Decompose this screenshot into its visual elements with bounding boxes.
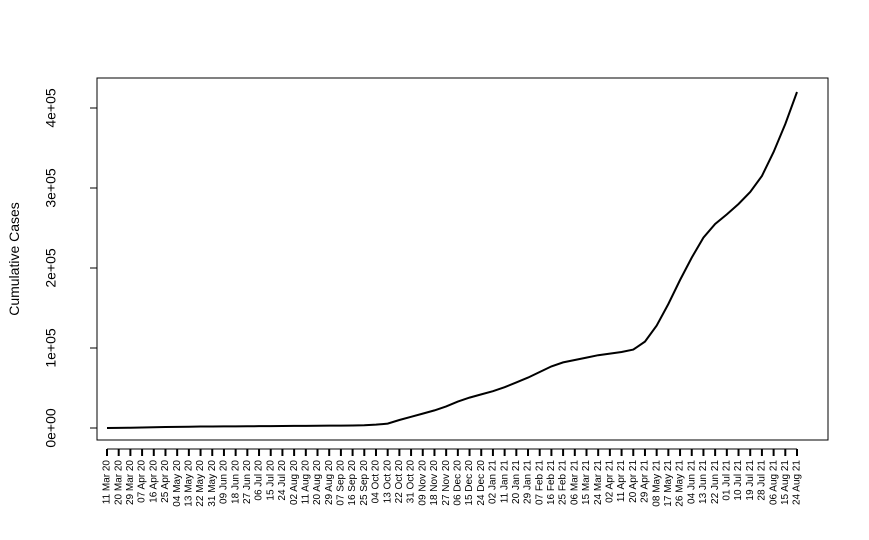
x-tick-label: 19 Jul 21 bbox=[745, 460, 756, 501]
x-tick-label: 06 Mar 21 bbox=[569, 460, 580, 505]
x-tick-label: 04 Jun 21 bbox=[686, 460, 697, 504]
x-tick-label: 18 Jun 20 bbox=[230, 460, 241, 504]
x-tick-label: 01 Jul 21 bbox=[721, 460, 732, 501]
x-tick-label: 20 Aug 20 bbox=[312, 460, 323, 505]
x-tick-label: 24 Mar 21 bbox=[593, 460, 604, 505]
x-tick-label: 22 Jun 21 bbox=[710, 460, 721, 504]
x-tick-label: 28 Jul 21 bbox=[757, 460, 768, 501]
y-tick-label: 2e+05 bbox=[43, 248, 59, 288]
x-tick-label: 31 Oct 20 bbox=[406, 460, 417, 504]
x-tick-label: 31 May 20 bbox=[207, 460, 218, 507]
x-tick-label: 06 Jul 20 bbox=[254, 460, 265, 501]
x-tick-label: 29 Mar 20 bbox=[125, 460, 136, 505]
x-tick-label: 15 Mar 21 bbox=[581, 460, 592, 505]
x-tick-label: 26 May 21 bbox=[675, 460, 686, 507]
y-tick-label: 3e+05 bbox=[43, 168, 59, 208]
x-tick-label: 25 Apr 20 bbox=[160, 460, 171, 503]
x-tick-label: 22 Oct 20 bbox=[394, 460, 405, 504]
x-tick-label: 02 Aug 20 bbox=[289, 460, 300, 505]
x-tick-label: 24 Aug 21 bbox=[792, 460, 803, 505]
x-tick-label: 13 Oct 20 bbox=[382, 460, 393, 504]
x-tick-label: 09 Nov 20 bbox=[417, 460, 428, 506]
x-tick-label: 27 Nov 20 bbox=[441, 460, 452, 506]
x-tick-label: 24 Dec 20 bbox=[476, 460, 487, 506]
x-tick-label: 29 Jan 21 bbox=[523, 460, 534, 504]
x-tick-label: 07 Sep 20 bbox=[336, 460, 347, 506]
x-tick-label: 07 Apr 20 bbox=[137, 460, 148, 503]
y-tick-label: 1e+05 bbox=[43, 328, 59, 368]
x-tick-label: 22 May 20 bbox=[195, 460, 206, 507]
x-tick-label: 02 Apr 21 bbox=[605, 460, 616, 503]
x-tick-label: 15 Jul 20 bbox=[265, 460, 276, 501]
x-tick-label: 11 Apr 21 bbox=[616, 460, 627, 503]
cases-line bbox=[106, 91, 798, 429]
x-tick-label: 04 May 20 bbox=[172, 460, 183, 507]
x-tick-label: 04 Oct 20 bbox=[371, 460, 382, 504]
x-tick-label: 11 Aug 20 bbox=[300, 460, 311, 505]
x-tick-label: 16 Sep 20 bbox=[347, 460, 358, 506]
x-tick-label: 11 Mar 20 bbox=[102, 460, 113, 505]
x-tick-label: 27 Jun 20 bbox=[242, 460, 253, 504]
x-tick-label: 16 Feb 21 bbox=[546, 460, 557, 505]
x-tick-label: 20 Mar 20 bbox=[113, 460, 124, 505]
x-tick-label: 13 May 20 bbox=[184, 460, 195, 507]
plot-box bbox=[96, 77, 829, 441]
y-axis-label: Cumulative Cases bbox=[6, 202, 22, 316]
x-tick-label: 17 May 21 bbox=[663, 460, 674, 507]
y-tick-label: 4e+05 bbox=[43, 88, 59, 128]
x-tick-label: 29 Aug 20 bbox=[324, 460, 335, 505]
x-tick-label: 06 Aug 21 bbox=[768, 460, 779, 505]
x-tick-label: 16 Apr 20 bbox=[148, 460, 159, 503]
x-tick-label: 24 Jul 20 bbox=[277, 460, 288, 501]
x-tick-label: 25 Sep 20 bbox=[359, 460, 370, 506]
x-tick-label: 20 Jan 21 bbox=[511, 460, 522, 504]
x-tick-label: 15 Dec 20 bbox=[464, 460, 475, 506]
x-tick-label: 29 Apr 21 bbox=[640, 460, 651, 503]
y-tick-label: 0e+00 bbox=[43, 408, 59, 448]
x-tick-label: 02 Jan 21 bbox=[488, 460, 499, 504]
x-tick-label: 11 Jan 21 bbox=[499, 460, 510, 504]
x-tick-label: 07 Feb 21 bbox=[534, 460, 545, 505]
x-tick-label: 06 Dec 20 bbox=[452, 460, 463, 506]
x-tick-label: 15 Aug 21 bbox=[780, 460, 791, 505]
x-tick-label: 20 Apr 21 bbox=[628, 460, 639, 503]
x-tick-label: 10 Jul 21 bbox=[733, 460, 744, 501]
x-tick-label: 09 Jun 20 bbox=[219, 460, 230, 504]
x-tick-label: 13 Jun 21 bbox=[698, 460, 709, 504]
x-tick-label: 08 May 21 bbox=[651, 460, 662, 507]
x-tick-label: 25 Feb 21 bbox=[558, 460, 569, 505]
x-tick-label: 18 Nov 20 bbox=[429, 460, 440, 506]
